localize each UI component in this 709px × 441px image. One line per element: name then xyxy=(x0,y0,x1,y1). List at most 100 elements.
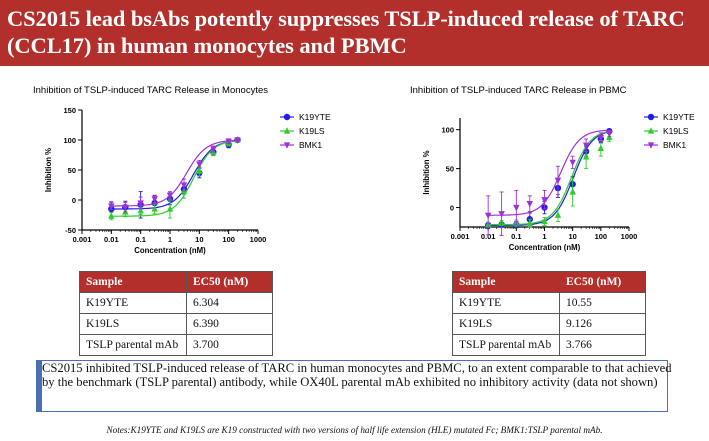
data-point xyxy=(554,177,562,185)
legend-marker xyxy=(647,127,655,134)
summary-box xyxy=(36,360,668,412)
data-point xyxy=(151,205,158,212)
data-point xyxy=(597,134,605,142)
legend-label: K19LS xyxy=(663,126,689,136)
table-row: K19LS 6.390 xyxy=(79,313,273,335)
data-point xyxy=(234,137,241,144)
legend-label: BMK1 xyxy=(663,140,686,150)
series-bmk1 xyxy=(108,137,241,213)
y-tick-label: 50 xyxy=(68,166,76,175)
fit-curve xyxy=(488,130,610,226)
chart-pbmc-svg: Inhibition of TSLP-induced TARC Release … xyxy=(410,85,695,252)
x-tick-label: 100 xyxy=(595,232,608,241)
x-tick-label: 0.1 xyxy=(511,232,521,241)
chart-title: Inhibition of TSLP-induced TARC Release … xyxy=(410,85,627,96)
legend-label: K19LS xyxy=(299,126,325,136)
data-point xyxy=(484,212,492,220)
page-title: CS2015 lead bsAbs potently suppresses TS… xyxy=(7,6,685,58)
legend-marker xyxy=(647,142,655,149)
legend-marker xyxy=(647,113,655,121)
table-row: TSLP parental mAb 3.700 xyxy=(79,334,273,356)
data-point xyxy=(108,203,115,210)
data-point xyxy=(569,188,576,195)
data-point xyxy=(196,161,203,168)
legend-label: K19YTE xyxy=(663,112,695,122)
x-tick-label: 0.001 xyxy=(73,235,92,244)
cell-sample: TSLP parental mAb xyxy=(79,334,187,356)
chart-monocytes-svg: Inhibition of TSLP-induced TARC Release … xyxy=(33,85,331,255)
col-header-ec50: EC50 (nM) xyxy=(186,271,273,293)
legend-marker xyxy=(283,142,291,149)
legend-marker xyxy=(283,127,291,134)
fit-curve xyxy=(111,139,238,207)
data-point xyxy=(582,153,590,160)
x-tick-label: 0.001 xyxy=(451,232,470,241)
fit-curve xyxy=(111,140,238,210)
col-header-ec50: EC50 (nM) xyxy=(559,271,646,293)
data-point xyxy=(225,138,232,145)
x-tick-label: 1 xyxy=(168,235,172,244)
ec50-table-pbmc: Sample EC50 (nM) K19YTE 10.55 K19LS 9.126 … xyxy=(452,271,646,356)
data-point xyxy=(108,212,115,219)
y-tick-label: 100 xyxy=(63,136,76,145)
summary-text: CS2015 inhibited TSLP-induced release of… xyxy=(42,361,672,389)
data-point xyxy=(498,211,505,218)
y-tick-label: 0 xyxy=(72,196,76,205)
x-tick-label: 0.01 xyxy=(104,235,119,244)
ec50-table-monocytes: Sample EC50 (nM) K19YTE 6.304 K19LS 6.390 … xyxy=(79,271,273,356)
table-row: TSLP parental mAb 3.766 xyxy=(452,334,646,356)
cell-sample: TSLP parental mAb xyxy=(452,334,560,356)
table-row: K19YTE 6.304 xyxy=(79,292,273,314)
cell-sample: K19YTE xyxy=(452,292,560,314)
data-point xyxy=(541,197,548,204)
cell-ec50: 3.766 xyxy=(559,334,646,356)
cell-sample: K19YTE xyxy=(79,292,187,314)
y-axis-label: Inhibition % xyxy=(44,148,53,192)
y-axis-label: Inhibition % xyxy=(422,150,431,194)
x-tick-label: 100 xyxy=(222,235,235,244)
data-point xyxy=(137,207,144,214)
y-tick-label: 50 xyxy=(446,165,454,174)
col-header-sample: Sample xyxy=(79,271,187,293)
fit-curve xyxy=(111,140,238,217)
data-point xyxy=(526,201,533,208)
data-point xyxy=(180,182,188,189)
chart-monocytes: Inhibition of TSLP-induced TARC Release … xyxy=(0,80,360,260)
cell-ec50: 6.304 xyxy=(186,292,273,314)
data-point xyxy=(541,217,548,225)
data-point xyxy=(137,200,144,207)
x-tick-label: 10 xyxy=(568,232,576,241)
y-tick-label: 100 xyxy=(441,126,454,135)
y-tick-label: -50 xyxy=(65,226,76,235)
fit-curve xyxy=(488,129,610,216)
cell-ec50: 3.700 xyxy=(186,334,273,356)
legend-label: K19YTE xyxy=(299,112,331,122)
x-tick-label: 10 xyxy=(195,235,203,244)
x-axis-label: Concentration (nM) xyxy=(509,243,581,252)
chart-pbmc: Inhibition of TSLP-induced TARC Release … xyxy=(380,80,709,260)
data-point xyxy=(597,144,605,151)
data-point xyxy=(151,196,158,203)
data-point xyxy=(569,159,576,167)
table-header-row: Sample EC50 (nM) xyxy=(79,271,273,293)
cell-sample: K19LS xyxy=(452,313,560,335)
data-point xyxy=(210,146,217,153)
cell-ec50: 10.55 xyxy=(559,292,646,314)
col-header-sample: Sample xyxy=(452,271,560,293)
cell-ec50: 9.126 xyxy=(559,313,646,335)
cell-ec50: 6.390 xyxy=(186,313,273,335)
x-tick-label: 1000 xyxy=(250,235,267,244)
series-bmk1 xyxy=(484,129,613,237)
legend-marker xyxy=(283,113,291,121)
data-point xyxy=(166,192,174,199)
series-k19yte xyxy=(484,128,613,230)
legend-label: BMK1 xyxy=(299,140,322,150)
data-point xyxy=(166,205,174,212)
table-header-row: Sample EC50 (nM) xyxy=(452,271,646,293)
data-point xyxy=(196,167,203,174)
data-point xyxy=(582,142,590,150)
x-tick-label: 1000 xyxy=(621,232,638,241)
chart-title: Inhibition of TSLP-induced TARC Release … xyxy=(33,85,268,96)
x-tick-label: 0.1 xyxy=(135,235,145,244)
data-point xyxy=(606,130,613,138)
